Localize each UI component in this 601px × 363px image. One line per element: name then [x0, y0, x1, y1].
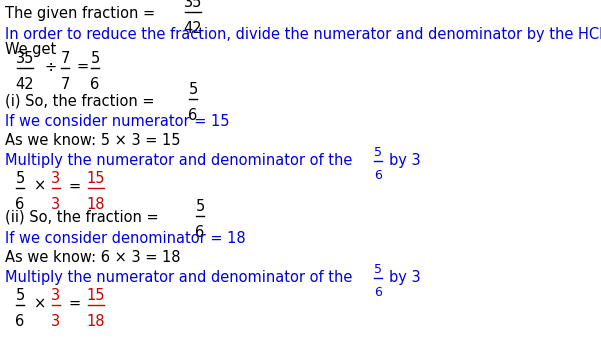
Text: 6: 6: [16, 314, 25, 330]
Text: ÷: ÷: [44, 59, 56, 74]
Text: If we consider numerator = 15: If we consider numerator = 15: [5, 114, 230, 129]
Text: As we know: 5 × 3 = 15: As we know: 5 × 3 = 15: [5, 133, 180, 148]
Text: 5: 5: [374, 146, 382, 159]
Text: ×: ×: [34, 296, 46, 311]
Text: Multiply the numerator and denominator of the: Multiply the numerator and denominator o…: [5, 153, 357, 168]
Text: 7: 7: [60, 77, 70, 93]
Text: In order to reduce the fraction, divide the numerator and denominator by the HCF: In order to reduce the fraction, divide …: [5, 27, 601, 42]
Text: 5: 5: [16, 288, 25, 303]
Text: 7: 7: [60, 51, 70, 66]
Text: 3: 3: [52, 314, 61, 330]
Text: =: =: [76, 59, 88, 74]
Text: 42: 42: [184, 21, 203, 36]
Text: 5: 5: [188, 82, 198, 97]
Text: 18: 18: [87, 314, 105, 330]
Text: The given fraction =: The given fraction =: [5, 6, 160, 21]
Text: 6: 6: [90, 77, 100, 93]
Text: (ii) So, the fraction =: (ii) So, the fraction =: [5, 210, 163, 225]
Text: 6: 6: [16, 197, 25, 212]
Text: 18: 18: [87, 197, 105, 212]
Text: 15: 15: [87, 171, 105, 186]
Text: (i) So, the fraction =: (i) So, the fraction =: [5, 93, 159, 108]
Text: 42: 42: [16, 77, 34, 93]
Text: ×: ×: [34, 179, 46, 194]
Text: 5: 5: [90, 51, 100, 66]
Text: 6: 6: [188, 109, 198, 123]
Text: We get: We get: [5, 42, 56, 57]
Text: 5: 5: [195, 199, 204, 214]
Text: 6: 6: [195, 225, 204, 240]
Text: by 3: by 3: [389, 270, 421, 285]
Text: =: =: [68, 179, 80, 194]
Text: 15: 15: [87, 288, 105, 303]
Text: If we consider denominator = 18: If we consider denominator = 18: [5, 231, 246, 246]
Text: 5: 5: [16, 171, 25, 186]
Text: =: =: [68, 296, 80, 311]
Text: As we know: 6 × 3 = 18: As we know: 6 × 3 = 18: [5, 250, 180, 265]
Text: 3: 3: [52, 288, 61, 303]
Text: 35: 35: [16, 51, 34, 66]
Text: 35: 35: [184, 0, 202, 10]
Text: Multiply the numerator and denominator of the: Multiply the numerator and denominator o…: [5, 270, 357, 285]
Text: 6: 6: [374, 169, 382, 182]
Text: 5: 5: [374, 263, 382, 276]
Text: by 3: by 3: [389, 153, 421, 168]
Text: 3: 3: [52, 171, 61, 186]
Text: 6: 6: [374, 286, 382, 299]
Text: 3: 3: [52, 197, 61, 212]
